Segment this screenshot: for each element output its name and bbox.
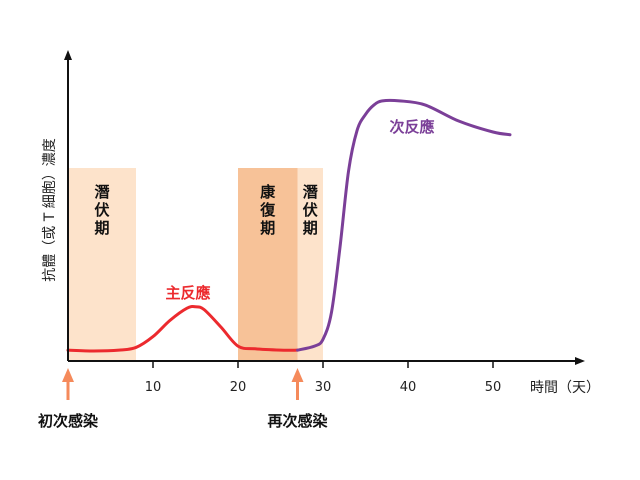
event-label: 初次感染 <box>38 412 99 430</box>
y-axis-label: 抗體（或 T 細胞）濃度 <box>42 138 58 281</box>
event-arrow-head <box>62 368 74 382</box>
x-tick-label: 20 <box>230 380 247 395</box>
event-label: 再次感染 <box>267 412 328 430</box>
x-axis-label: 時間（天） <box>530 380 600 396</box>
x-tick-label: 10 <box>145 380 162 395</box>
series-label: 主反應 <box>165 284 210 302</box>
phase-label: 潛伏期 <box>94 183 109 237</box>
series-line <box>66 305 299 353</box>
phase-band <box>297 168 323 361</box>
series-labels: 主反應 次反應 <box>165 118 434 302</box>
event-arrow-head <box>291 368 304 382</box>
phase-band <box>68 168 136 361</box>
series-line <box>296 98 512 352</box>
series-label: 次反應 <box>389 118 434 136</box>
phase-label: 潛伏期 <box>303 183 318 237</box>
x-tick-label: 40 <box>400 380 417 395</box>
x-tick-label: 30 <box>315 380 332 395</box>
x-tick-label: 50 <box>485 380 502 395</box>
infection-events: 初次感染 再次感染 <box>38 368 328 430</box>
phase-band <box>238 168 298 361</box>
x-ticks: 10 20 30 40 50 <box>145 361 502 395</box>
phase-label: 康復期 <box>259 183 276 237</box>
phase-bands: 潛伏期 康復期 潛伏期 <box>68 168 323 361</box>
response-curves <box>66 98 512 353</box>
